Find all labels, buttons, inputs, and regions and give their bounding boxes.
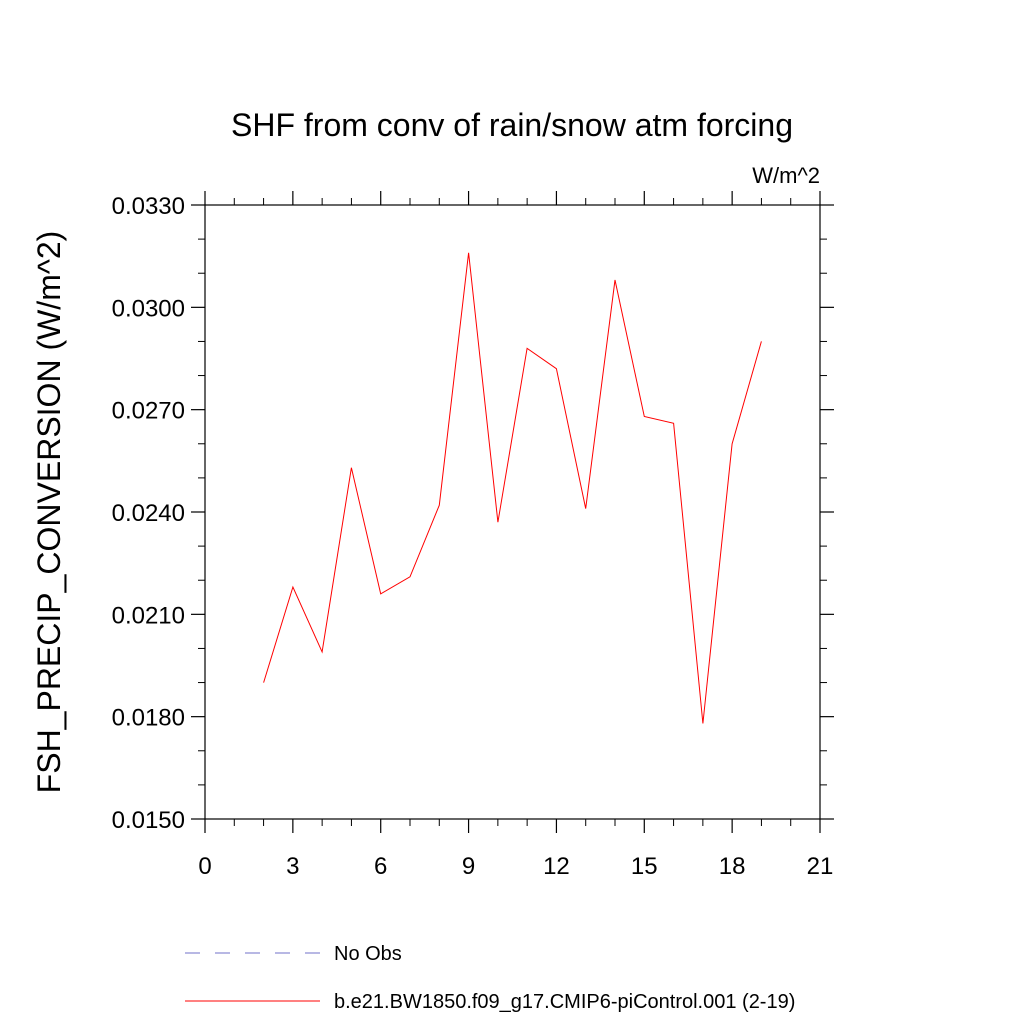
y-tick-label: 0.0300: [112, 295, 185, 322]
series-line: [263, 252, 762, 724]
plot-frame: [204, 204, 821, 820]
x-tick-label: 12: [543, 853, 570, 880]
y-tick-label: 0.0150: [112, 807, 185, 834]
x-tick-label: 6: [374, 853, 387, 880]
y-tick-label: 0.0180: [112, 705, 185, 732]
chart-title: SHF from conv of rain/snow atm forcing: [231, 107, 793, 143]
y-axis-label: FSH_PRECIP_CONVERSION (W/m^2): [31, 231, 67, 794]
legend: No Obs b.e21.BW1850.f09_g17.CMIP6-piContr…: [185, 943, 795, 1013]
data-series: [263, 252, 762, 724]
x-tick-label: 15: [631, 853, 658, 880]
axis-tick-labels: 0 3 6 9 12 15 18 21 0.0150 0.0180 0.0210 0.0240 0.02…: [112, 193, 834, 880]
x-tick-label: 21: [807, 853, 834, 880]
x-tick-label: 18: [719, 853, 746, 880]
legend-label: b.e21.BW1850.f09_g17.CMIP6-piControl.001…: [334, 991, 795, 1013]
y-tick-label: 0.0210: [112, 602, 185, 629]
y-tick-label: 0.0330: [112, 193, 185, 220]
x-tick-label: 0: [198, 853, 211, 880]
y-tick-label: 0.0270: [112, 398, 185, 425]
axis-ticks: [191, 191, 834, 833]
x-tick-label: 3: [286, 853, 299, 880]
legend-label: No Obs: [334, 943, 402, 965]
y-tick-label: 0.0240: [112, 500, 185, 527]
x-tick-label: 9: [462, 853, 475, 880]
units-label: W/m^2: [752, 163, 820, 188]
